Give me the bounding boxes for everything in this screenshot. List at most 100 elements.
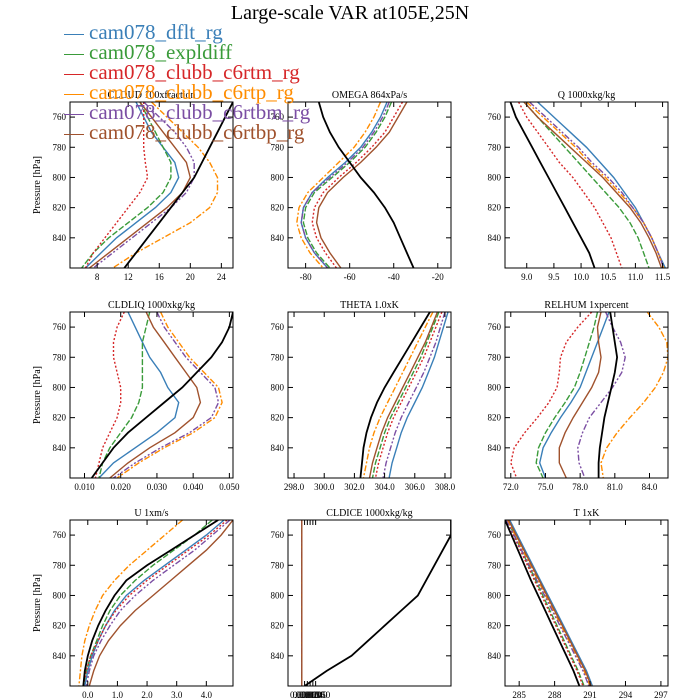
series-line-cam078_clubb_c6rtbm_rg — [577, 312, 626, 478]
series-line-cam078_clubb_c6rtbp_rg — [88, 102, 192, 268]
x-tick-label: 0.0 — [82, 690, 94, 700]
series-line-cam078_dflt_rg — [85, 102, 180, 268]
legend-item: cam078_clubb_c6rtp_rg — [64, 82, 364, 103]
x-tick-label: 12 — [124, 272, 133, 282]
x-tick-label: 298.0 — [284, 482, 305, 492]
y-tick-label: 840 — [488, 651, 502, 661]
x-tick-label: 297 — [654, 690, 668, 700]
x-tick-label: 0.020 — [111, 482, 132, 492]
y-tick-label: 840 — [488, 443, 502, 453]
series-line-cam078_clubb_c6rtbp_rg — [368, 312, 439, 478]
series-line-cam078_clubb_c6rtbm_rg — [300, 102, 390, 268]
x-tick-label: -80 — [300, 272, 312, 282]
series-line-cam078_clubb_c6rtp_rg — [600, 312, 668, 478]
x-tick-label: 10.0 — [573, 272, 589, 282]
x-tick-label: 294 — [619, 690, 633, 700]
series-line-cam078_clubb_c6rtbp_rg — [558, 312, 602, 478]
y-tick-label: 760 — [271, 530, 285, 540]
series-line-cam078_clubb_c6rtm_rg — [517, 102, 623, 268]
plot-frame — [287, 101, 452, 269]
y-tick-label: 820 — [271, 621, 285, 631]
x-tick-label: 3.0 — [171, 690, 183, 700]
y-tick-label: 800 — [488, 382, 502, 392]
legend-label: cam078_expldiff — [89, 40, 233, 64]
y-tick-label: 780 — [53, 352, 67, 362]
panel-4: CLDLIQ 1000xkg/kg 0.010 0.020 0.030 0.040 0.0… — [32, 300, 240, 492]
y-tick-label: 800 — [53, 590, 67, 600]
legend-label: cam078_dflt_rg — [89, 20, 223, 44]
series-line-obs — [123, 102, 233, 268]
panel-title: T 1xK — [574, 508, 600, 519]
series-line-cam078_clubb_c6rtp_rg — [112, 102, 219, 268]
x-tick-label: 0.050 — [219, 482, 240, 492]
y-tick-label: 760 — [271, 322, 285, 332]
x-tick-label: 9.0 — [521, 272, 533, 282]
series-line-cam078_clubb_c6rtm_rg — [82, 520, 228, 686]
y-tick-label: 760 — [53, 112, 67, 122]
series-line-cam078_expldiff — [98, 312, 151, 478]
y-tick-label: 780 — [271, 352, 285, 362]
panel-title: OMEGA 864xPa/s — [332, 90, 407, 101]
y-tick-label: 780 — [53, 142, 67, 152]
y-tick-label: 840 — [53, 233, 67, 243]
panel-8: CLDICE 1000xkg/kg 0.000100.000200.000300.… — [271, 508, 452, 700]
x-tick-label: 0.030 — [147, 482, 168, 492]
series-line-cam078_expldiff — [506, 520, 585, 686]
plot-frame — [504, 519, 669, 687]
y-tick-label: 800 — [488, 172, 502, 182]
x-tick-label: 308.0 — [435, 482, 456, 492]
series-line-cam078_clubb_c6rtp_rg — [362, 312, 434, 478]
y-tick-label: 780 — [488, 560, 502, 570]
x-tick-label: 2.0 — [141, 690, 153, 700]
y-tick-label: 840 — [488, 233, 502, 243]
panel-title: U 1xm/s — [134, 508, 168, 519]
y-tick-label: 760 — [488, 322, 502, 332]
series-line-cam078_dflt_rg — [84, 520, 225, 686]
series-line-cam078_clubb_c6rtm_rg — [505, 520, 584, 686]
panel-3: Q 1000xkg/kg 9.0 9.5 10.0 10.5 11.0 11.5 760 780… — [488, 90, 671, 282]
legend-item: cam078_clubb_c6rtbm_rg — [64, 100, 364, 124]
y-axis-label: Pressure [hPa] — [32, 574, 43, 632]
x-tick-label: 1.0 — [112, 690, 124, 700]
y-tick-label: 760 — [488, 112, 502, 122]
y-tick-label: 780 — [488, 142, 502, 152]
series-line-cam078_clubb_c6rtp_rg — [506, 520, 591, 686]
series-line-cam078_clubb_c6rtp_rg — [526, 102, 665, 268]
x-tick-label: 0.00020 — [293, 690, 323, 700]
series-line-cam078_dflt_rg — [300, 102, 388, 268]
y-tick-label: 840 — [271, 443, 285, 453]
panel-title: CLOUD 100xfraction — [107, 90, 195, 101]
panel-9: T 1xK 285 288 291 294 297 760 780 800 820 840 — [488, 508, 669, 700]
legend-item: cam078_dflt_rg — [64, 20, 364, 44]
y-tick-label: 800 — [271, 172, 285, 182]
series-line-cam078_clubb_c6rtbp_rg — [507, 520, 592, 686]
series-line-cam078_dflt_rg — [509, 520, 594, 686]
series-line-cam078_expldiff — [82, 520, 213, 686]
y-tick-label: 760 — [53, 530, 67, 540]
legend-label: cam078_clubb_c6rtm_rg — [89, 60, 300, 84]
series-line-cam078_clubb_c6rtbp_rg — [88, 520, 233, 686]
y-tick-label: 800 — [53, 172, 67, 182]
x-tick-label: 304.0 — [374, 482, 395, 492]
plot-frame — [287, 311, 452, 479]
legend-label: cam078_clubb_c6rtbm_rg — [89, 100, 311, 124]
series-line-obs — [359, 312, 431, 478]
plot-frame — [287, 519, 452, 687]
panel-title: CLDLIQ 1000xkg/kg — [108, 300, 195, 311]
y-tick-label: 800 — [271, 382, 285, 392]
y-tick-label: 820 — [488, 621, 502, 631]
series-line-cam078_expldiff — [302, 102, 393, 268]
panel-7: U 1xm/s 0.0 1.0 2.0 3.0 4.0 760 780 800 820 840 Pre… — [32, 508, 234, 700]
series-line-cam078_clubb_c6rtbp_rg — [109, 312, 202, 478]
x-tick-label: 16 — [155, 272, 165, 282]
series-line-cam078_dflt_rg — [98, 312, 180, 478]
panel-6: RELHUM 1xpercent 72.0 75.0 78.0 81.0 84.0 760 7… — [488, 300, 669, 492]
series-line-cam078_clubb_c6rtp_rg — [296, 102, 382, 268]
legend-swatch — [64, 53, 84, 55]
y-axis-label: Pressure [hPa] — [32, 156, 43, 214]
y-tick-label: 760 — [53, 322, 67, 332]
legend-label: cam078_clubb_c6rtbp_rg — [89, 120, 305, 144]
y-tick-label: 820 — [53, 621, 67, 631]
y-tick-label: 840 — [53, 651, 67, 661]
